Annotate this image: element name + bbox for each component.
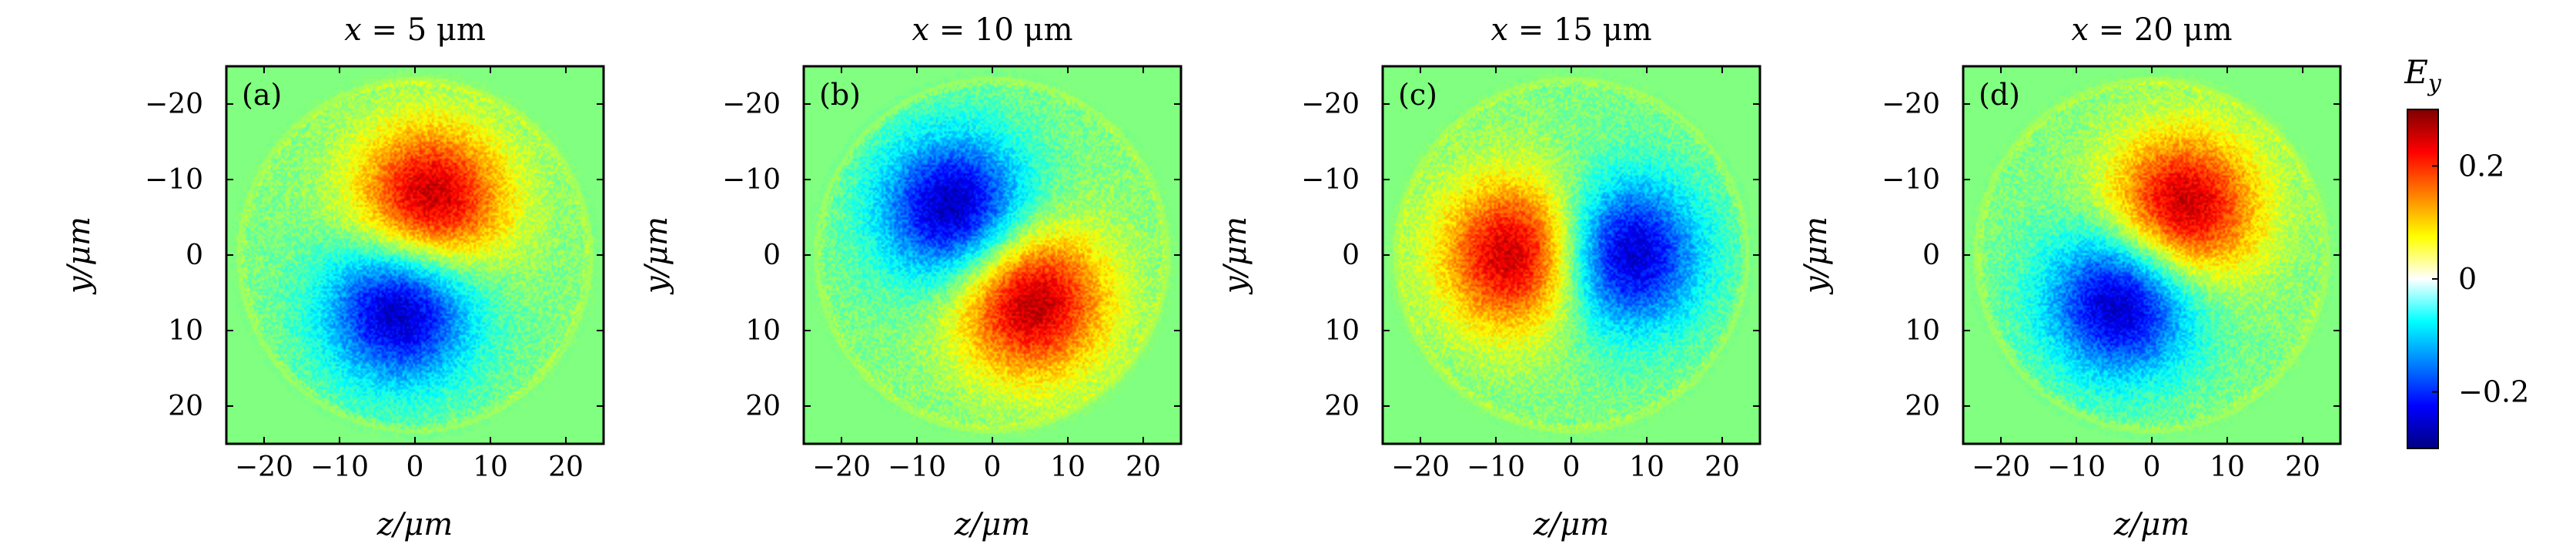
x-tick-label: 10 bbox=[1050, 452, 1086, 483]
panel-title-value: = 10 μm bbox=[929, 12, 1072, 48]
y-tick-label: 0 bbox=[1342, 240, 1360, 271]
x-tick-label: 0 bbox=[406, 452, 424, 483]
y-axis-label: y/μm bbox=[639, 217, 674, 295]
y-tick-label: 0 bbox=[186, 240, 203, 271]
y-tick-label: 10 bbox=[1905, 315, 1940, 347]
panel-title: x = 20 μm bbox=[2071, 12, 2232, 48]
y-tick-label: 10 bbox=[745, 315, 781, 347]
panel-label: (b) bbox=[819, 78, 861, 112]
panel-title: x = 10 μm bbox=[912, 12, 1072, 48]
colorbar-tick-label: −0.2 bbox=[2458, 375, 2529, 409]
heatmap-panel-4: −20 −10 0 10 20 −20 −10 0 10 20 (d) x = 20 μm z/μm y/… bbox=[1798, 12, 2342, 542]
x-tick-label: −20 bbox=[1391, 452, 1450, 483]
heatmap-panel-3: −20 −10 0 10 20 −20 −10 0 10 20 (c) x = 15 μm z/μm y/… bbox=[1218, 12, 1761, 542]
y-tick-label: −20 bbox=[1882, 89, 1940, 120]
y-tick-label: −10 bbox=[145, 164, 203, 196]
x-tick-label: 0 bbox=[2143, 452, 2161, 483]
y-tick-label: −20 bbox=[1301, 89, 1360, 120]
panel-title-value: = 15 μm bbox=[1508, 12, 1651, 48]
panel-title-variable: x bbox=[912, 12, 929, 48]
x-tick-label: −10 bbox=[2047, 452, 2106, 483]
x-axis-label: z/μm bbox=[376, 507, 453, 542]
x-tick-label: 10 bbox=[2210, 452, 2245, 483]
panel-title: x = 5 μm bbox=[344, 12, 486, 48]
x-tick-label: −10 bbox=[310, 452, 369, 483]
heatmap-image bbox=[226, 66, 604, 444]
panel-label: (a) bbox=[242, 78, 282, 112]
colorbar-label: Ey bbox=[2404, 53, 2442, 97]
y-axis-label: y/μm bbox=[1218, 217, 1253, 295]
x-tick-label: 0 bbox=[1563, 452, 1581, 483]
x-tick-label: −10 bbox=[1467, 452, 1525, 483]
y-tick-label: −10 bbox=[722, 164, 781, 196]
heatmap-image bbox=[1963, 66, 2340, 444]
x-tick-label: −20 bbox=[812, 452, 871, 483]
x-axis-label: z/μm bbox=[2113, 507, 2190, 542]
x-tick-label: 20 bbox=[548, 452, 584, 483]
panel-title-variable: x bbox=[1490, 12, 1508, 48]
heatmap-panel-2: −20 −10 0 10 20 −20 −10 0 10 20 (b) x = 10 μm z/μm y/… bbox=[639, 12, 1183, 542]
heatmap-panel-1: −20 −10 0 10 20 −20 −10 0 10 20 (a) x = 5 μm z/μm y/μ… bbox=[62, 12, 605, 542]
y-tick-label: 20 bbox=[168, 391, 203, 422]
y-axis-label: y/μm bbox=[1798, 217, 1834, 295]
panel-title-value: = 5 μm bbox=[362, 12, 486, 48]
panel-title-value: = 20 μm bbox=[2089, 12, 2232, 48]
panel-label: (c) bbox=[1398, 78, 1437, 112]
x-tick-label: −20 bbox=[1972, 452, 2030, 483]
y-tick-label: 20 bbox=[745, 391, 781, 422]
x-tick-label: 20 bbox=[2285, 452, 2320, 483]
x-tick-label: 20 bbox=[1126, 452, 1161, 483]
x-tick-label: 10 bbox=[1629, 452, 1664, 483]
colorbar: 0.2 0 −0.2 Ey bbox=[2404, 53, 2529, 449]
x-tick-label: −10 bbox=[888, 452, 946, 483]
y-tick-label: 10 bbox=[168, 315, 203, 347]
y-tick-label: 0 bbox=[763, 240, 781, 271]
x-tick-label: −20 bbox=[235, 452, 293, 483]
y-tick-label: −20 bbox=[722, 89, 781, 120]
panel-label: (d) bbox=[1979, 78, 2020, 112]
y-axis-label: y/μm bbox=[62, 217, 97, 295]
x-tick-label: 10 bbox=[473, 452, 508, 483]
x-axis-label: z/μm bbox=[1533, 507, 1609, 542]
y-tick-label: −10 bbox=[1301, 164, 1360, 196]
panel-title-variable: x bbox=[2071, 12, 2089, 48]
y-tick-label: −10 bbox=[1882, 164, 1940, 196]
heatmap-image bbox=[804, 66, 1181, 444]
panel-title-variable: x bbox=[344, 12, 362, 48]
y-tick-label: 0 bbox=[1922, 240, 1940, 271]
colorbar-label-symbol: E bbox=[2404, 53, 2428, 91]
y-tick-label: 10 bbox=[1324, 315, 1360, 347]
colorbar-tick-label: 0.2 bbox=[2458, 149, 2504, 183]
colorbar-tick-label: 0 bbox=[2458, 262, 2477, 296]
x-tick-label: 0 bbox=[984, 452, 1002, 483]
heatmap-image bbox=[1383, 66, 1760, 444]
y-tick-label: −20 bbox=[145, 89, 203, 120]
x-axis-label: z/μm bbox=[954, 507, 1030, 542]
y-tick-label: 20 bbox=[1324, 391, 1360, 422]
colorbar-label-subscript: y bbox=[2427, 70, 2442, 97]
x-tick-label: 20 bbox=[1705, 452, 1740, 483]
y-tick-label: 20 bbox=[1905, 391, 1940, 422]
panel-title: x = 15 μm bbox=[1490, 12, 1651, 48]
